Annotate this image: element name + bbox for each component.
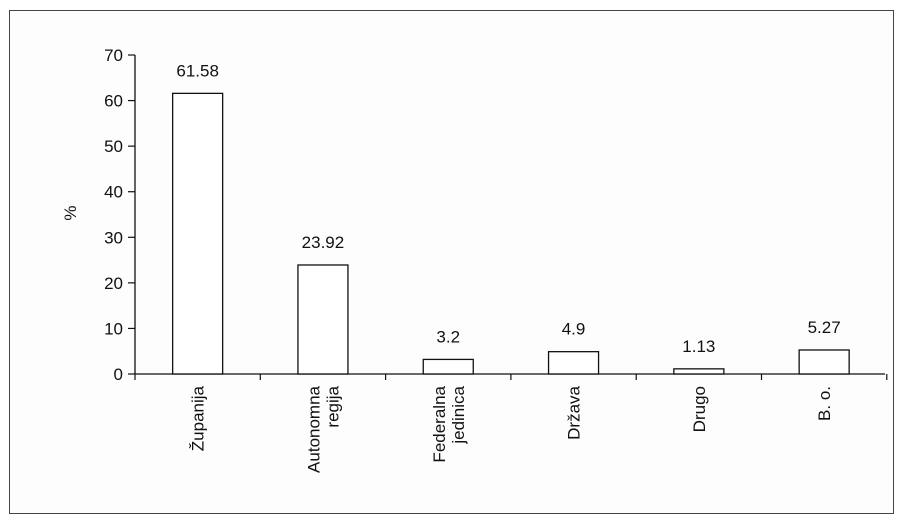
data-labels: 61.58 23.92 3.2 4.9 1.13 5.27 — [176, 61, 840, 355]
x-tick-label: regija — [323, 385, 342, 427]
x-tick-label: Drugo — [690, 386, 709, 432]
x-tick-label: Autonomna — [304, 385, 323, 472]
bar — [673, 368, 725, 375]
y-tick-label: 40 — [104, 183, 123, 202]
bar — [422, 358, 474, 375]
data-label: 4.9 — [562, 320, 586, 339]
bar — [547, 351, 600, 375]
y-tick-label: 60 — [104, 92, 123, 111]
y-axis: 0 10 20 30 40 50 60 70 — [104, 46, 136, 384]
bar — [798, 349, 850, 375]
x-tick-label: Županija — [189, 385, 208, 451]
x-tick-label: Država — [565, 385, 584, 439]
y-axis-label: % — [61, 205, 80, 220]
x-tick-label: B. o. — [815, 386, 834, 421]
y-tick-label: 70 — [104, 46, 123, 65]
data-label: 1.13 — [682, 337, 715, 356]
bar — [297, 264, 349, 375]
y-tick-label: 30 — [104, 228, 123, 247]
data-label: 3.2 — [436, 327, 460, 346]
bars — [171, 92, 850, 375]
data-label: 5.27 — [808, 318, 841, 337]
data-label: 61.58 — [176, 61, 219, 80]
y-tick-label: 0 — [114, 365, 123, 384]
x-axis: Županija Autonomna regija Federalna jedinica… — [134, 373, 888, 473]
x-tick-label: jedinica — [449, 385, 468, 444]
chart-frame: 0 10 20 30 40 50 60 70 Županija Autonomna regija F… — [9, 10, 894, 514]
x-tick-label: Federalna — [430, 385, 449, 462]
y-tick-label: 10 — [104, 319, 123, 338]
y-tick-label: 20 — [104, 274, 123, 293]
bar-chart: 0 10 20 30 40 50 60 70 Županija Autonomna regija F… — [61, 46, 888, 473]
data-label: 23.92 — [302, 233, 345, 252]
bar — [171, 92, 224, 375]
y-tick-label: 50 — [104, 137, 123, 156]
